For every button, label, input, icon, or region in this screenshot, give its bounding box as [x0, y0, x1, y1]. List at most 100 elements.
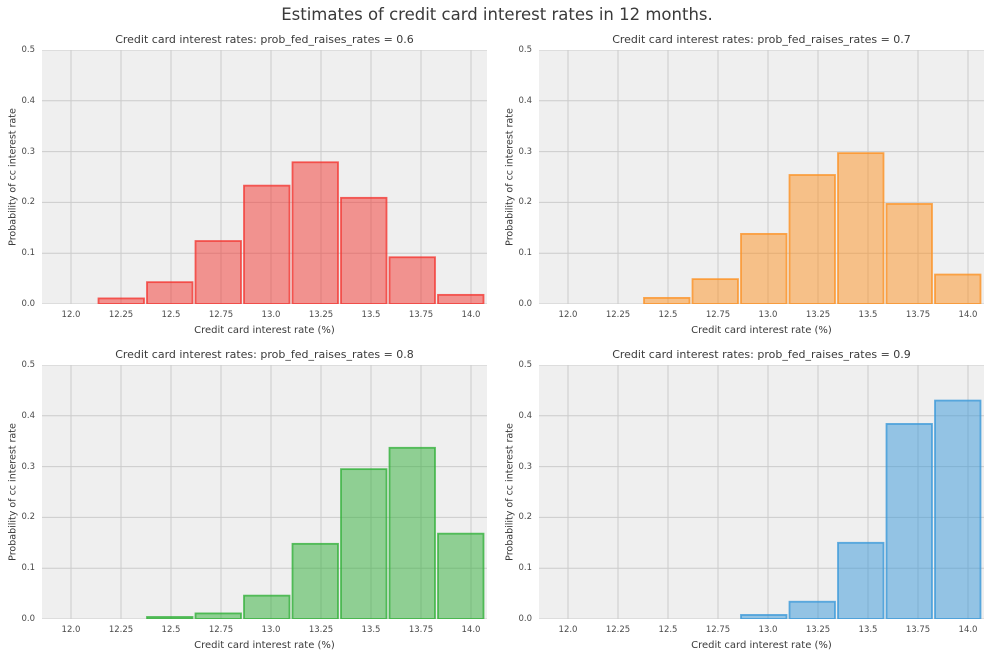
- histogram-bar: [291, 161, 339, 304]
- histogram-bar: [934, 399, 982, 619]
- x-axis-label: Credit card interest rate (%): [691, 640, 832, 651]
- y-axis-label: Probability of cc interest rate: [7, 108, 19, 246]
- x-tick-label: 12.25: [108, 625, 134, 635]
- y-tick-label: 0.4: [518, 410, 532, 421]
- x-tick-label: 12.75: [705, 310, 731, 320]
- y-tick-label: 0.1: [518, 248, 532, 259]
- y-tick-label: 0.5: [518, 45, 532, 55]
- histogram-bar: [934, 273, 982, 304]
- y-tick-label: 0.4: [21, 410, 35, 421]
- x-tick-label: 14.0: [461, 310, 481, 320]
- histogram-bar: [437, 532, 485, 619]
- histogram-bar: [340, 468, 388, 619]
- y-tick-label: 0.5: [21, 45, 35, 55]
- subplot-title: Credit card interest rates: prob_fed_rai…: [612, 33, 911, 46]
- y-tick-label: 0.5: [21, 360, 35, 370]
- subplot-prob-0-6: Credit card interest rates: prob_fed_rai…: [0, 30, 497, 345]
- y-tick-label: 0.3: [21, 461, 35, 472]
- histogram-bar: [788, 600, 836, 619]
- x-tick-label: 13.5: [858, 625, 878, 635]
- histogram-bar: [437, 293, 485, 304]
- histogram-bar: [146, 616, 194, 619]
- x-axis-label: Credit card interest rate (%): [194, 325, 335, 336]
- histogram-bar: [340, 196, 388, 304]
- subplot-title: Credit card interest rates: prob_fed_rai…: [612, 348, 911, 361]
- histogram-bar: [740, 614, 788, 619]
- y-tick-label: 0.0: [21, 299, 35, 309]
- x-tick-label: 13.0: [261, 625, 281, 635]
- histogram-bar: [243, 184, 291, 304]
- x-tick-label: 12.0: [558, 625, 578, 635]
- histogram-bar: [146, 281, 194, 304]
- x-tick-label: 13.25: [805, 625, 831, 635]
- y-tick-label: 0.0: [21, 614, 35, 624]
- x-tick-label: 14.0: [958, 310, 978, 320]
- x-tick-label: 12.0: [61, 625, 81, 635]
- histogram-bar: [788, 174, 836, 304]
- x-tick-label: 12.75: [705, 625, 731, 635]
- x-tick-label: 13.75: [905, 625, 931, 635]
- subplot-title: Credit card interest rates: prob_fed_rai…: [115, 348, 414, 361]
- y-tick-label: 0.2: [21, 197, 35, 208]
- x-tick-label: 13.0: [261, 310, 281, 320]
- histogram-bar: [885, 203, 933, 304]
- histogram-bar: [97, 297, 145, 304]
- histogram-bar: [291, 542, 339, 619]
- x-tick-label: 13.5: [361, 625, 381, 635]
- x-tick-label: 12.25: [605, 625, 631, 635]
- x-tick-label: 12.0: [558, 310, 578, 320]
- subplot-title: Credit card interest rates: prob_fed_rai…: [115, 33, 414, 46]
- histogram-bar: [885, 423, 933, 619]
- x-tick-label: 12.0: [61, 310, 81, 320]
- y-tick-label: 0.0: [518, 299, 532, 309]
- x-tick-label: 13.75: [408, 625, 434, 635]
- y-tick-label: 0.1: [518, 563, 532, 574]
- histogram-bar: [243, 594, 291, 619]
- x-tick-label: 12.25: [108, 310, 134, 320]
- y-tick-label: 0.1: [21, 563, 35, 574]
- x-tick-label: 13.5: [858, 310, 878, 320]
- y-tick-label: 0.0: [518, 614, 532, 624]
- y-tick-label: 0.1: [21, 248, 35, 259]
- subplot-prob-0-9: Credit card interest rates: prob_fed_rai…: [497, 345, 994, 660]
- x-tick-label: 12.5: [658, 310, 678, 320]
- y-tick-label: 0.4: [21, 95, 35, 106]
- x-tick-label: 12.5: [161, 310, 181, 320]
- histogram-bar: [691, 278, 739, 304]
- histogram-bar: [837, 152, 885, 304]
- x-axis-label: Credit card interest rate (%): [691, 325, 832, 336]
- y-tick-label: 0.3: [21, 146, 35, 157]
- histogram-bar: [643, 296, 691, 304]
- y-axis-label: Probability of cc interest rate: [504, 423, 516, 561]
- x-tick-label: 13.25: [308, 310, 334, 320]
- subplot-prob-0-7: Credit card interest rates: prob_fed_rai…: [497, 30, 994, 345]
- y-axis-label: Probability of cc interest rate: [7, 423, 19, 561]
- x-tick-label: 13.0: [758, 310, 778, 320]
- y-tick-label: 0.2: [21, 512, 35, 523]
- x-tick-label: 13.25: [805, 310, 831, 320]
- x-tick-label: 12.5: [658, 625, 678, 635]
- histogram-bar: [194, 240, 242, 304]
- y-tick-label: 0.3: [518, 461, 532, 472]
- x-tick-label: 12.75: [208, 310, 234, 320]
- x-tick-label: 13.0: [758, 625, 778, 635]
- histogram-bar: [388, 256, 436, 304]
- x-tick-label: 14.0: [958, 625, 978, 635]
- plot-area: [42, 365, 487, 619]
- plot-area: [539, 365, 984, 619]
- x-axis-label: Credit card interest rate (%): [194, 640, 335, 651]
- histogram-bar: [388, 446, 436, 619]
- x-tick-label: 12.75: [208, 625, 234, 635]
- histogram-bar: [740, 232, 788, 304]
- y-tick-label: 0.5: [518, 360, 532, 370]
- plot-area: [539, 50, 984, 304]
- x-tick-label: 13.25: [308, 625, 334, 635]
- x-tick-label: 12.25: [605, 310, 631, 320]
- y-tick-label: 0.4: [518, 95, 532, 106]
- x-tick-label: 13.75: [408, 310, 434, 320]
- histogram-bar: [194, 612, 242, 619]
- plot-area: [42, 50, 487, 304]
- y-tick-label: 0.3: [518, 146, 532, 157]
- x-tick-label: 14.0: [461, 625, 481, 635]
